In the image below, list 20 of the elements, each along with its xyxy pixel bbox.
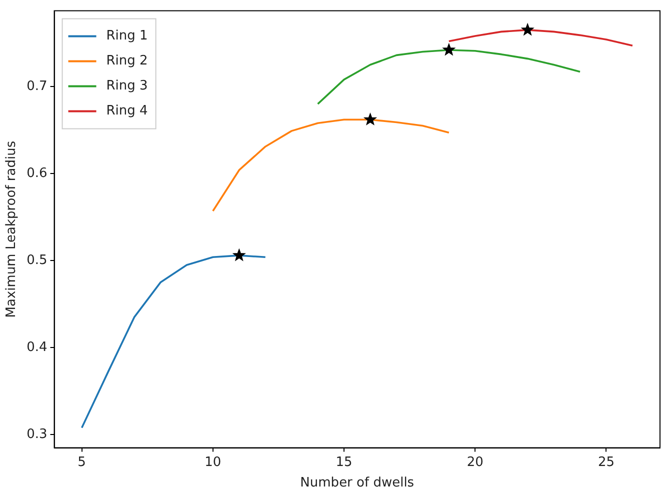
x-tick-label: 15 bbox=[336, 454, 352, 470]
legend-label: Ring 4 bbox=[106, 104, 148, 119]
point bbox=[233, 249, 246, 261]
legend-label: Ring 1 bbox=[106, 28, 148, 44]
x-tick-label: 5 bbox=[78, 454, 86, 470]
y-tick-label: 0.7 bbox=[26, 78, 48, 94]
x-tick-label: 20 bbox=[466, 454, 484, 470]
y-tick-label: 0.3 bbox=[26, 427, 48, 442]
y-tick-label: 0.4 bbox=[26, 340, 48, 356]
y-tick-label: 0.6 bbox=[26, 166, 48, 181]
point bbox=[442, 44, 456, 56]
x-tick-label: 25 bbox=[598, 454, 615, 470]
x-axis-title: Number of dwells bbox=[300, 476, 414, 491]
y-tick-label: 0.5 bbox=[26, 253, 48, 268]
x-tick-label: 10 bbox=[204, 454, 222, 470]
point bbox=[521, 24, 534, 36]
legend-label: Ring 2 bbox=[106, 54, 148, 69]
legend-label: Ring 3 bbox=[106, 78, 148, 94]
point bbox=[364, 113, 376, 125]
y-axis-title: Maximum Leakproof radius bbox=[4, 140, 20, 318]
